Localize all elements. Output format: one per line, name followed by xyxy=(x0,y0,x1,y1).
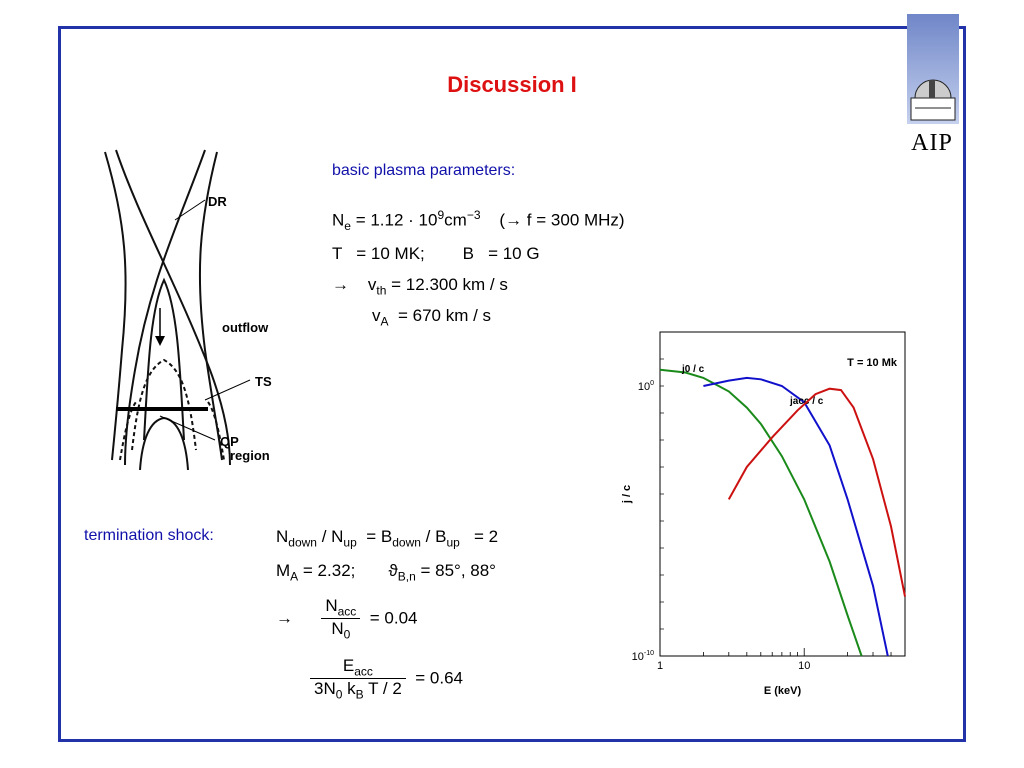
label-qp: QP xyxy=(220,434,239,449)
series-line-1 xyxy=(659,368,863,657)
reconnection-diagram: DR outflow TS QP region xyxy=(104,149,272,470)
y-axis-label: j / c xyxy=(621,485,633,504)
field-line xyxy=(139,416,189,470)
series-line-2 xyxy=(703,376,889,657)
field-line xyxy=(115,149,231,466)
arrow-down-icon xyxy=(155,336,165,346)
field-line-dashed xyxy=(119,401,225,461)
nacc-equation: → Nacc N0 = 0.04 xyxy=(276,596,418,642)
label-ts: TS xyxy=(255,374,272,389)
field-line xyxy=(124,149,206,466)
shock-heading: termination shock: xyxy=(84,527,214,544)
aip-logo: AIP xyxy=(900,14,964,156)
series-line-3 xyxy=(727,387,906,597)
temperature-annotation: T = 10 Mk xyxy=(847,357,898,369)
vth-equation: → vth = 12.300 km / s xyxy=(332,275,508,298)
va-equation: vA = 670 km / s xyxy=(372,306,492,329)
x-axis-label: E (keV) xyxy=(764,685,802,697)
logo-text: AIP xyxy=(911,130,953,156)
y-tick-label: 100 xyxy=(638,380,654,393)
plot-frame xyxy=(659,331,906,657)
x-tick-label: 10 xyxy=(798,660,810,672)
field-line xyxy=(104,151,127,461)
ne-equation: Ne = 1.12 · 109cm−3 (→ f = 300 MHz) xyxy=(332,208,625,234)
compression-equation: Ndown / Nup = Bdown / Bup = 2 xyxy=(276,527,499,550)
field-line-dashed xyxy=(131,358,197,451)
y-tick-label: 10-10 xyxy=(632,650,654,663)
label-region: region xyxy=(230,448,270,463)
plasma-heading: basic plasma parameters: xyxy=(332,162,516,179)
temperature-field-equation: T = 10 MK; B = 10 G xyxy=(332,244,540,263)
field-line xyxy=(198,151,223,461)
mach-equation: MA = 2.32; ϑB,n = 85°, 88° xyxy=(276,561,496,584)
slide-frame xyxy=(58,26,966,742)
label-outflow: outflow xyxy=(222,320,269,335)
series-label-1: j0 / c xyxy=(681,364,705,375)
observatory-dome-icon xyxy=(907,14,959,124)
eacc-equation: Eacc 3N0 kB T / 2 = 0.64 xyxy=(310,656,463,702)
label-dr: DR xyxy=(208,194,227,209)
x-tick-label: 1 xyxy=(657,660,663,672)
slide-title: Discussion I xyxy=(447,72,577,97)
